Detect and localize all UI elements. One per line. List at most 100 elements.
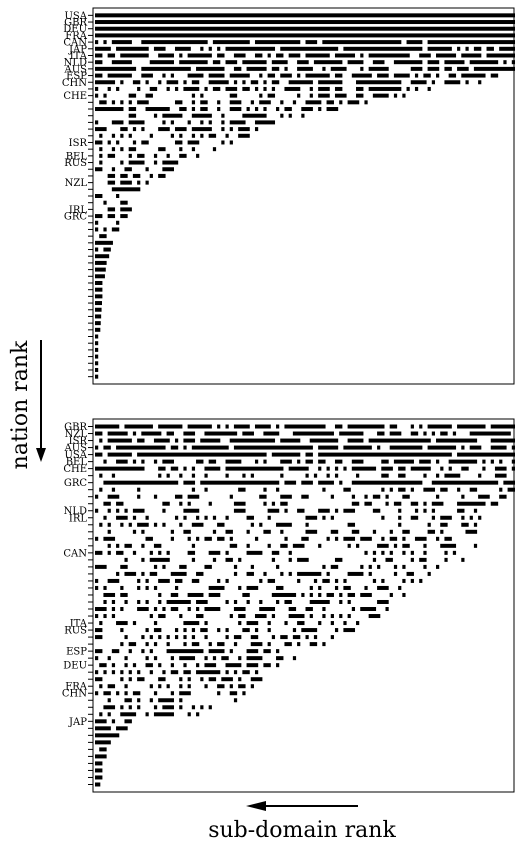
data-mark (334, 466, 339, 471)
tick-label: IRL (69, 205, 87, 216)
data-mark (402, 93, 406, 98)
data-mark (280, 73, 292, 78)
data-mark (153, 153, 158, 158)
data-mark (162, 73, 166, 78)
data-mark (389, 592, 393, 597)
data-mark (128, 642, 137, 647)
data-mark (238, 127, 250, 132)
data-mark (229, 614, 233, 619)
data-mark (431, 501, 444, 506)
data-mark (162, 167, 174, 172)
data-mark (103, 227, 107, 232)
data-mark (393, 501, 402, 506)
data-mark (183, 628, 187, 633)
data-mark (137, 607, 149, 612)
data-mark (444, 473, 461, 478)
tick-label: NLD (64, 506, 87, 517)
data-mark (191, 578, 200, 583)
data-mark (107, 86, 111, 91)
data-mark (149, 635, 153, 640)
data-mark (95, 628, 103, 633)
data-mark (284, 508, 288, 513)
data-mark (246, 107, 250, 112)
bottom-panel-marks (95, 424, 515, 787)
data-mark (436, 536, 440, 541)
data-mark (398, 466, 406, 471)
data-mark (204, 431, 238, 436)
data-mark (183, 80, 187, 85)
data-mark (158, 53, 174, 58)
data-mark (145, 167, 149, 172)
data-mark (343, 466, 347, 471)
data-mark (120, 53, 149, 58)
data-mark (457, 508, 465, 513)
tick-label: RUS (64, 626, 87, 637)
data-mark (347, 599, 351, 604)
data-mark (107, 656, 111, 661)
data-mark (271, 501, 276, 506)
data-mark (276, 649, 280, 654)
data-mark (145, 180, 149, 185)
data-mark (95, 307, 102, 312)
data-mark (448, 73, 457, 78)
data-mark (200, 107, 208, 112)
data-mark (360, 536, 372, 541)
data-mark (381, 515, 385, 520)
data-mark (95, 726, 111, 731)
data-mark (423, 550, 427, 555)
data-mark (204, 564, 212, 569)
data-mark (95, 26, 515, 31)
data-mark (107, 712, 111, 717)
data-mark (356, 543, 360, 548)
data-mark (103, 614, 107, 619)
data-mark (440, 529, 444, 534)
data-mark (393, 93, 398, 98)
data-mark (153, 543, 162, 548)
data-mark (217, 424, 221, 429)
data-mark (271, 635, 276, 640)
data-mark (208, 120, 212, 125)
data-mark (225, 424, 229, 429)
data-mark (372, 93, 389, 98)
data-mark (427, 571, 431, 576)
data-mark (120, 214, 128, 219)
data-mark (116, 571, 120, 576)
data-mark (507, 487, 515, 492)
data-mark (196, 571, 204, 576)
data-mark (246, 585, 259, 590)
data-mark (120, 147, 124, 152)
data-mark (297, 621, 305, 626)
data-mark (132, 508, 145, 513)
data-mark (254, 536, 259, 541)
data-mark (99, 160, 103, 165)
data-mark (116, 543, 120, 548)
data-mark (250, 642, 263, 647)
data-mark (398, 508, 402, 513)
data-mark (166, 635, 170, 640)
data-mark (200, 93, 204, 98)
data-mark (381, 473, 389, 478)
data-mark (141, 127, 145, 132)
data-mark (95, 782, 101, 787)
data-mark (204, 635, 208, 640)
data-mark (204, 684, 208, 689)
data-mark (225, 663, 242, 668)
data-mark (166, 86, 170, 91)
data-mark (490, 424, 515, 429)
data-mark (95, 287, 103, 292)
data-mark (99, 712, 103, 717)
data-mark (259, 522, 263, 527)
data-mark (318, 459, 326, 464)
data-mark (431, 515, 436, 520)
tick-label: JAP (68, 44, 87, 55)
data-mark (393, 543, 398, 548)
data-mark (111, 100, 116, 105)
data-mark (478, 494, 490, 499)
data-mark (116, 508, 120, 513)
data-mark (263, 571, 267, 576)
data-mark (511, 466, 515, 471)
data-mark (461, 445, 465, 450)
data-mark (107, 180, 116, 185)
data-mark (170, 73, 174, 78)
